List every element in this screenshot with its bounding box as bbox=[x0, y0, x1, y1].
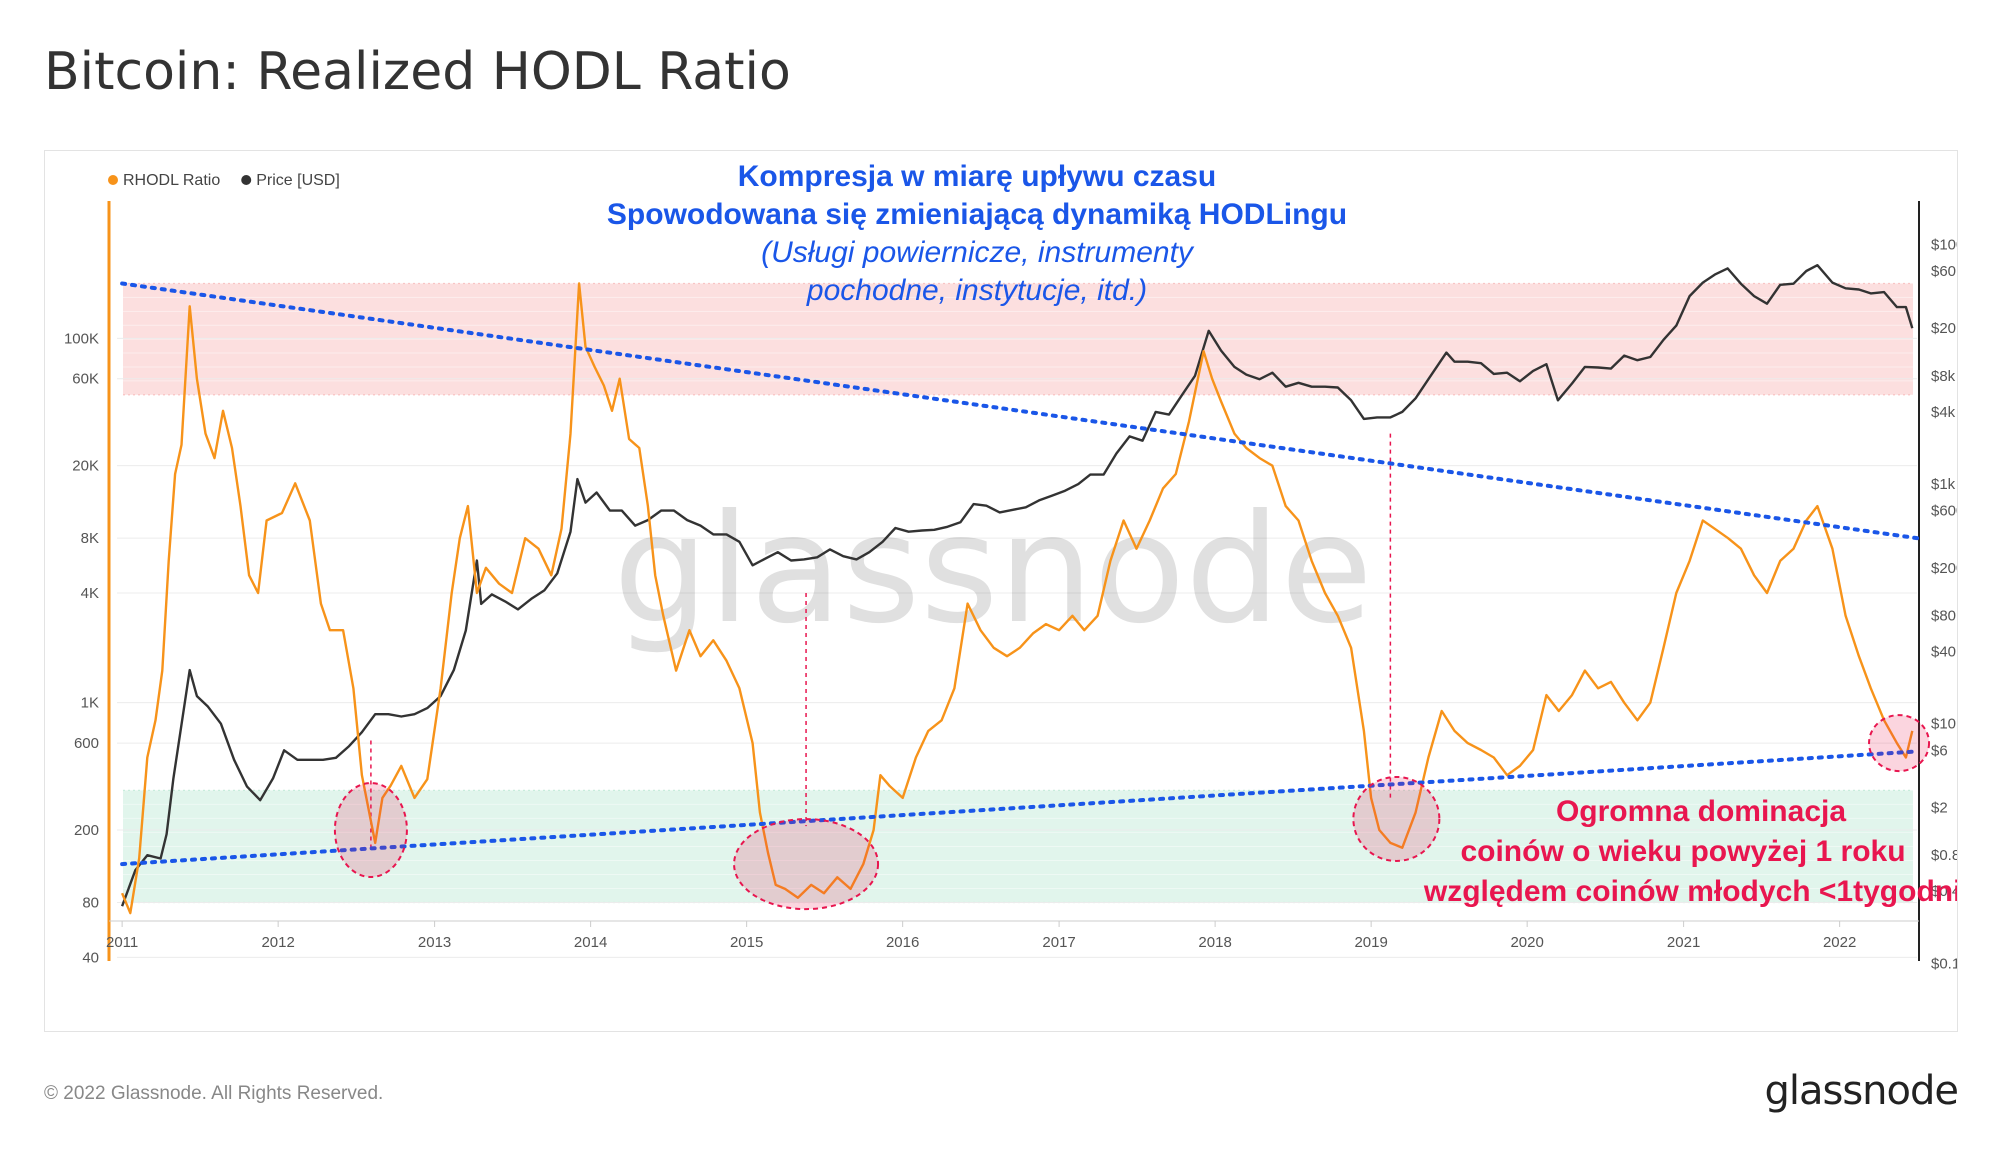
grid-lines bbox=[117, 337, 1917, 958]
x-tick-label: 2020 bbox=[1510, 934, 1543, 951]
y-right-tick-label: $80 bbox=[1931, 608, 1956, 625]
y-left-tick-label: 60K bbox=[72, 371, 99, 388]
y-right-tick-label: $1k bbox=[1931, 476, 1956, 493]
x-tick-label: 2014 bbox=[574, 934, 607, 951]
series bbox=[120, 264, 1914, 915]
legend-swatch bbox=[241, 175, 252, 185]
glassnode-logo[interactable]: glassnode bbox=[1764, 1068, 1959, 1114]
x-tick-label: 2021 bbox=[1667, 934, 1700, 951]
guidelines bbox=[370, 433, 1392, 848]
legend[interactable]: RHODL Ratio Price [USD] bbox=[108, 172, 340, 189]
x-tick-label: 2011 bbox=[106, 934, 138, 951]
legend-label: Price [USD] bbox=[256, 172, 340, 189]
y-left-tick-label: 20K bbox=[72, 458, 99, 475]
highlights bbox=[333, 714, 1931, 911]
trendlines bbox=[120, 281, 1919, 867]
y-left-tick-label: 80 bbox=[82, 895, 99, 912]
upper-trendline bbox=[120, 281, 1919, 541]
footer-copyright: © 2022 Glassnode. All Rights Reserved. bbox=[44, 1083, 384, 1104]
y-right-tick-label: $200 bbox=[1931, 560, 1957, 577]
annotation-top-line: (Usługi powiernicze, instrumenty bbox=[761, 236, 1195, 269]
overheated-zone bbox=[123, 283, 1913, 395]
watermark: glassnode bbox=[613, 483, 1372, 657]
rhodl-ratio-line bbox=[120, 282, 1914, 915]
legend-item[interactable]: Price [USD] bbox=[241, 172, 340, 189]
x-tick-label: 2012 bbox=[261, 934, 294, 951]
x-tick-label: 2022 bbox=[1823, 934, 1856, 951]
y-right-tick-label: $0.80 bbox=[1931, 847, 1957, 864]
y-right-tick-label: $600 bbox=[1931, 503, 1957, 520]
chart-frame: glassnode 40 80 200 600 1K 4K 8K 20K 60K 100K $0.1… bbox=[44, 150, 1958, 1032]
rhodl-chart: glassnode 40 80 200 600 1K 4K 8K 20K 60K 100K $0.1… bbox=[64, 160, 1957, 972]
x-tick-label: 2017 bbox=[1042, 934, 1075, 951]
legend-swatch bbox=[108, 175, 118, 185]
annotation-bottom-line: względem coinów młodych <1tygodnia bbox=[1423, 875, 1957, 908]
zone-bands bbox=[123, 282, 1913, 904]
y-left-tick-label: 200 bbox=[74, 822, 99, 839]
lower-trendline bbox=[120, 749, 1919, 867]
y-left-tick-label: 8K bbox=[81, 530, 99, 547]
y-left-tick-label: 40 bbox=[82, 949, 99, 966]
x-tick-label: 2018 bbox=[1198, 934, 1231, 951]
annotation-top-line: Kompresja w miarę upływu czasu bbox=[738, 160, 1217, 193]
y-right-tick-label: $60k bbox=[1931, 263, 1957, 280]
y-right-tick-label: $100k bbox=[1931, 236, 1957, 253]
x-tick-label: 2019 bbox=[1354, 934, 1387, 951]
annotation-bottom-line: Ogromna dominacja bbox=[1556, 795, 1846, 828]
page-title: Bitcoin: Realized HODL Ratio bbox=[44, 42, 791, 102]
x-tick-label: 2013 bbox=[418, 934, 451, 951]
annotation-bottom-line: coinów o wieku powyżej 1 roku bbox=[1460, 835, 1905, 868]
y-right-tick-label: $2 bbox=[1931, 799, 1948, 816]
x-tick-label: 2016 bbox=[886, 934, 919, 951]
y-right-tick-label: $10 bbox=[1931, 716, 1956, 733]
highlight-ellipse bbox=[1352, 775, 1441, 862]
y-left-tick-label: 100K bbox=[64, 330, 99, 347]
y-right-tick-label: $0.10 bbox=[1931, 955, 1957, 972]
highlight-ellipse bbox=[733, 818, 880, 911]
annotation-top-line: pochodne, instytucje, itd.) bbox=[806, 274, 1147, 307]
highlight-ellipse bbox=[333, 782, 408, 879]
annotation-top-line: Spowodowana się zmieniającą dynamiką HOD… bbox=[607, 198, 1347, 231]
legend-label: RHODL Ratio bbox=[123, 172, 220, 189]
annotations: Kompresja w miarę upływu czasu Spowodowan… bbox=[607, 160, 1957, 908]
y-right-tick-label: $40 bbox=[1931, 644, 1956, 661]
y-left-tick-label: 600 bbox=[74, 735, 99, 752]
y-right-tick-label: $6 bbox=[1931, 742, 1948, 759]
y-right-tick-label: $8k bbox=[1931, 368, 1956, 385]
axes: 40 80 200 600 1K 4K 8K 20K 60K 100K $0.10 $0.40 $0.8… bbox=[64, 201, 1957, 972]
y-right-tick-label: $0.40 bbox=[1931, 883, 1957, 900]
y-right-tick-label: $20k bbox=[1931, 320, 1957, 337]
highlight-ellipse bbox=[1868, 714, 1931, 773]
y-right-tick-label: $4k bbox=[1931, 404, 1956, 421]
price-line bbox=[120, 264, 1914, 907]
legend-item[interactable]: RHODL Ratio bbox=[108, 172, 220, 189]
y-left-tick-label: 4K bbox=[81, 585, 99, 602]
x-tick-label: 2015 bbox=[730, 934, 763, 951]
y-left-tick-label: 1K bbox=[81, 695, 99, 712]
